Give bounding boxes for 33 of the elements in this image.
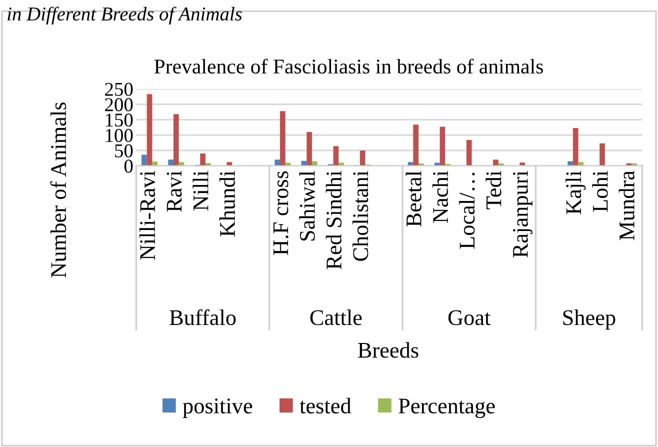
x-tick-label: Tedi — [486, 170, 502, 210]
x-tick-label: Sahiwal — [299, 170, 315, 241]
y-tick-label: 200 — [105, 98, 133, 112]
x-tick-label: Red Sindhi — [326, 170, 342, 270]
text: Buffalo — [170, 309, 236, 326]
x-tick-label: H.F cross — [273, 171, 288, 255]
text: Sheep — [563, 310, 616, 330]
x-tick-label: Ravi — [166, 170, 182, 212]
legend-label: positive — [182, 398, 252, 418]
x-tick-label: Mundra — [618, 170, 634, 240]
y-axis-title: Number of Animals — [50, 102, 66, 278]
y-tick-label: 100 — [106, 128, 133, 142]
text: in Different Breeds of Animals — [8, 6, 242, 25]
y-tick-label: 250 — [105, 82, 133, 96]
x-tick-label: Cholistani — [352, 170, 368, 261]
x-tick-label: Local/… — [459, 172, 475, 249]
x-tick-label: Beetal — [406, 170, 422, 227]
x-tick-label: Nilli — [192, 170, 208, 211]
x-axis-title: Breeds — [358, 342, 418, 358]
y-tick-label: 50 — [115, 144, 133, 158]
x-tick-label: Nilli-Ravi — [139, 170, 156, 260]
legend-label: tested — [300, 398, 352, 414]
text: Cattle — [310, 310, 362, 326]
y-tick-label: 0 — [124, 160, 133, 173]
x-tick-label: Nachi — [432, 170, 448, 223]
x-tick-label: Khundi — [219, 170, 235, 236]
text: Goat — [448, 310, 491, 326]
y-tick-label: 150 — [106, 114, 133, 127]
chart-title: Prevalence of Fascioliasis in breeds of animals — [154, 58, 543, 74]
legend-label: Percentage — [398, 398, 495, 418]
x-tick-label: Rajanpuri — [512, 170, 532, 258]
x-tick-label: Kajli — [566, 170, 586, 214]
x-tick-label: Lohi — [592, 170, 608, 212]
